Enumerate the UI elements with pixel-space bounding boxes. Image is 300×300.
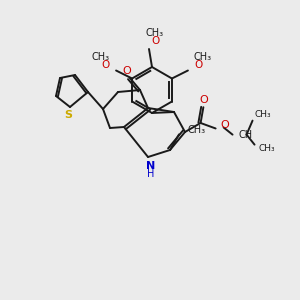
Text: CH₃: CH₃	[92, 52, 110, 61]
Text: S: S	[64, 110, 72, 120]
Text: CH₃: CH₃	[259, 144, 275, 153]
Text: CH₃: CH₃	[146, 28, 164, 38]
Text: O: O	[220, 121, 230, 130]
Text: CH₃: CH₃	[254, 110, 271, 119]
Text: O: O	[122, 66, 131, 76]
Text: CH₃: CH₃	[187, 125, 205, 135]
Text: CH: CH	[238, 130, 253, 140]
Text: O: O	[151, 36, 159, 46]
Text: CH₃: CH₃	[194, 52, 212, 61]
Text: O: O	[199, 95, 208, 105]
Text: O: O	[102, 59, 110, 70]
Text: N: N	[146, 161, 156, 171]
Text: H: H	[147, 169, 155, 179]
Text: O: O	[194, 59, 202, 70]
